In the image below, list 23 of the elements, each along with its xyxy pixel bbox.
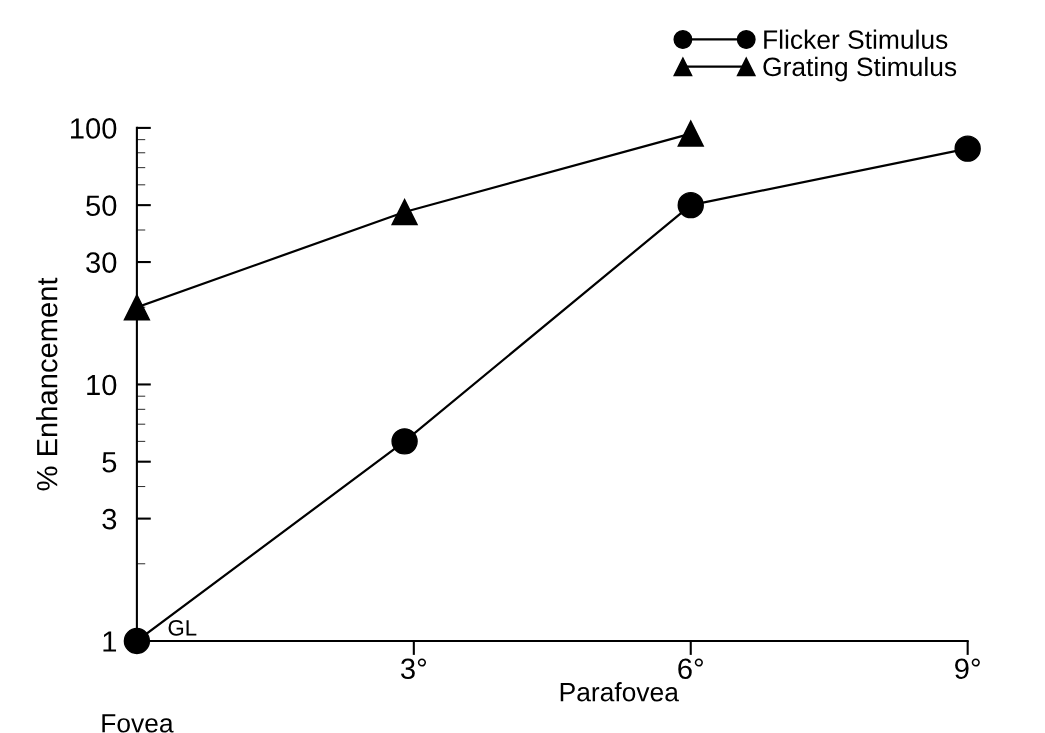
y-tick-label: 3 (102, 508, 117, 530)
text: Fovea (102, 714, 174, 733)
point (954, 135, 981, 162)
x-tick-label: 3° (400, 658, 427, 680)
y-axis-title: % Enhancement (36, 277, 58, 491)
annotation: GL (168, 619, 197, 636)
legend-label: Grating Stimulus (763, 56, 957, 82)
y-tick-label: 10 (87, 374, 117, 396)
y-tick-label: 1 (103, 631, 117, 652)
point (677, 191, 704, 219)
y-tick-label: 100 (71, 118, 117, 139)
point (391, 198, 418, 226)
y-tick-label: 50 (86, 195, 117, 216)
point (391, 428, 418, 455)
point (123, 294, 151, 321)
y-tick-label: 5 (102, 452, 117, 473)
point (677, 120, 704, 147)
x-tick-label: 9° (955, 658, 980, 680)
x-axis-title: Parafovea (560, 682, 679, 702)
legend-label: Flicker Stimulus (764, 29, 948, 49)
y-tick-label: 30 (86, 252, 117, 273)
point (123, 627, 151, 655)
x-tick-label: 6° (678, 658, 703, 680)
